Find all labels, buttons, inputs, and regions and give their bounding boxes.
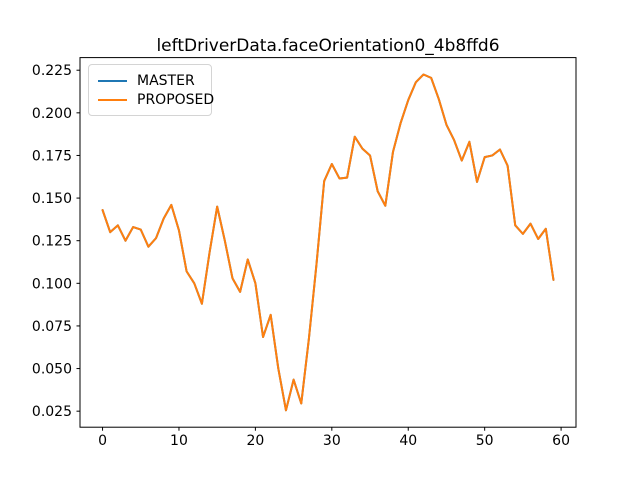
- series-line-master: [101, 73, 555, 412]
- axes-spines: [79, 57, 577, 428]
- y-tick-label: 0.200: [32, 106, 72, 122]
- legend-item-proposed: PROPOSED: [98, 91, 214, 108]
- x-tick-label: 20: [246, 433, 264, 449]
- legend-line-sample-master: [98, 79, 127, 82]
- legend-label-master: MASTER: [137, 72, 195, 89]
- y-tick-label: 0.150: [32, 191, 72, 207]
- x-tick-label: 30: [323, 433, 341, 449]
- x-tick-label: 40: [399, 433, 417, 449]
- legend: MASTER PROPOSED: [88, 64, 214, 116]
- x-tick-label: 50: [476, 433, 494, 449]
- series-line-proposed: [101, 73, 555, 412]
- y-tick-label: 0.075: [32, 319, 72, 335]
- legend-item-master: MASTER: [98, 72, 202, 89]
- x-tick-label: 60: [552, 433, 570, 449]
- legend-line-sample-proposed: [98, 98, 127, 101]
- y-tick-label: 0.225: [32, 63, 72, 79]
- y-tick-label: 0.050: [32, 362, 72, 378]
- x-tick-label: 0: [98, 433, 107, 449]
- legend-label-proposed: PROPOSED: [137, 91, 215, 108]
- y-tick-label: 0.025: [32, 404, 72, 420]
- y-tick-label: 0.100: [32, 276, 72, 292]
- y-tick-label: 0.125: [32, 234, 72, 250]
- chart-title: leftDriverData.faceOrientation0_4b8ffd6: [156, 36, 500, 56]
- y-tick-label: 0.175: [32, 148, 72, 164]
- x-tick-label: 10: [170, 433, 188, 449]
